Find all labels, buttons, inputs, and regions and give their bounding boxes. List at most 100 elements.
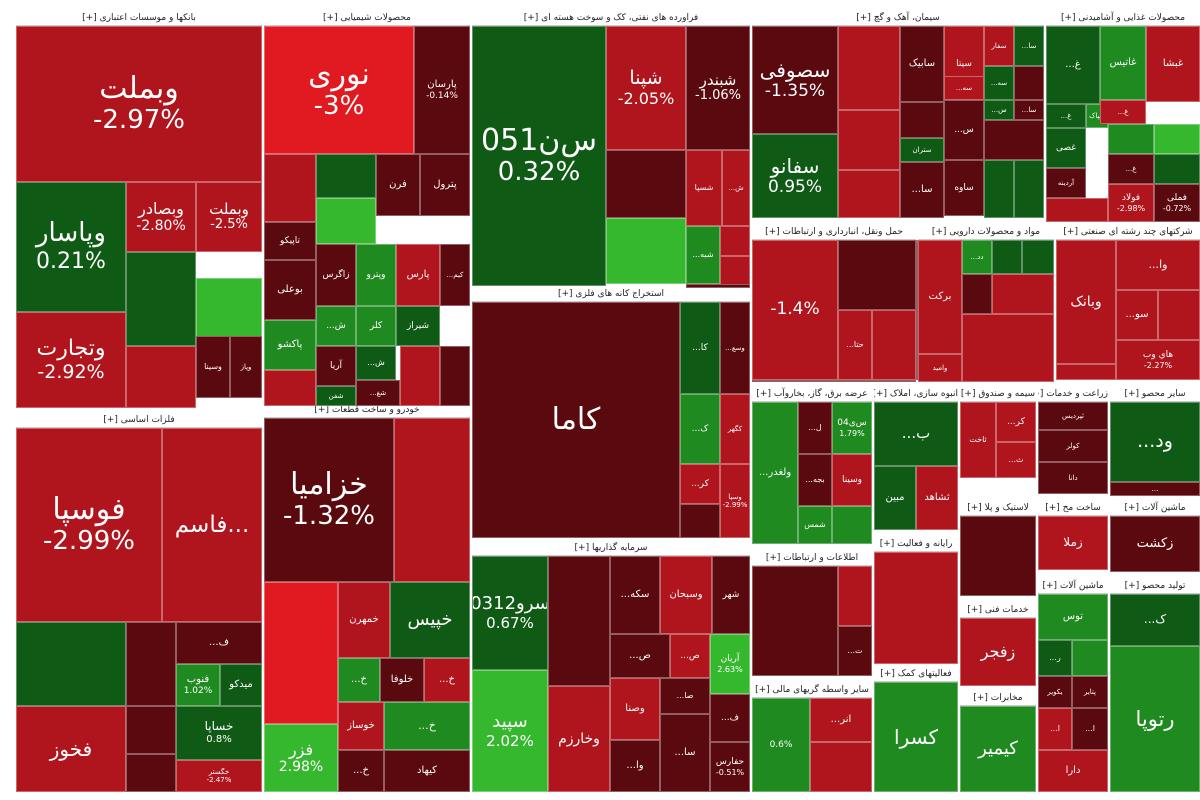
stock-tile[interactable]: ...سه <box>984 66 1014 100</box>
sector-header[interactable]: محصولات غذایی و آشامیدنی [+] <box>1046 10 1200 26</box>
stock-tile[interactable]: ...کا <box>680 302 720 394</box>
stock-tile[interactable] <box>838 566 872 626</box>
stock-tile[interactable] <box>686 284 750 288</box>
stock-tile[interactable]: ...دد <box>962 240 992 274</box>
stock-tile[interactable]: ...سا <box>660 714 710 792</box>
stock-tile[interactable]: ثشاهد <box>916 466 958 530</box>
stock-tile[interactable] <box>838 110 900 170</box>
stock-tile[interactable]: خوساز <box>338 702 384 750</box>
stock-tile[interactable]: ...ف <box>710 694 750 742</box>
sector-header[interactable]: رایانه و فعالیت [+] <box>874 536 958 552</box>
stock-tile[interactable]: برکت <box>918 240 962 354</box>
stock-tile[interactable]: فوسپا -2.99% <box>16 428 162 622</box>
stock-tile[interactable] <box>752 566 838 676</box>
stock-tile[interactable]: کگهر <box>720 394 750 464</box>
stock-tile[interactable]: ...ث <box>996 442 1036 478</box>
stock-tile[interactable] <box>264 154 316 222</box>
stock-tile[interactable] <box>992 274 1054 314</box>
stock-tile[interactable] <box>126 252 196 346</box>
stock-tile[interactable] <box>720 226 750 256</box>
stock-tile[interactable]: آردینه <box>1046 168 1086 198</box>
stock-tile[interactable] <box>962 274 992 314</box>
sector-header[interactable]: فراورده های نفتی، کک و سوخت هسته ای [+] <box>472 10 750 26</box>
stock-tile[interactable]: وخارزم <box>548 686 610 792</box>
stock-tile[interactable]: هجرت <box>752 380 916 382</box>
stock-tile[interactable]: ...خ <box>338 750 384 792</box>
stock-tile[interactable]: سابیک <box>900 26 944 102</box>
stock-tile[interactable]: ...سا <box>1014 26 1044 66</box>
stock-tile[interactable]: وپاسار 0.21% <box>16 182 126 312</box>
stock-tile[interactable]: میدکو <box>220 664 262 706</box>
stock-tile[interactable] <box>264 370 316 406</box>
stock-tile[interactable]: زاگرس <box>316 244 356 306</box>
stock-tile[interactable]: مبین <box>874 466 916 530</box>
stock-tile[interactable]: زفجر <box>960 618 1036 686</box>
stock-tile[interactable]: ...وا <box>1116 240 1200 290</box>
stock-tile[interactable]: غصی <box>1046 128 1086 168</box>
stock-tile[interactable]: رتوپا <box>1110 646 1200 792</box>
stock-tile[interactable] <box>440 346 470 406</box>
stock-tile[interactable] <box>126 754 176 792</box>
stock-tile[interactable]: وبملت -2.5% <box>196 182 262 252</box>
stock-tile[interactable]: شبندر -1.06% <box>686 26 750 150</box>
stock-tile[interactable]: دفارا <box>916 240 918 242</box>
stock-tile[interactable]: ...سو <box>1116 290 1158 340</box>
stock-tile[interactable]: ...وسع <box>720 302 750 394</box>
stock-tile[interactable]: خساپا 0.8% <box>176 706 262 760</box>
stock-tile[interactable]: 0.6% <box>752 698 810 792</box>
stock-tile[interactable] <box>606 218 686 284</box>
stock-tile[interactable] <box>874 552 958 664</box>
stock-tile[interactable]: خزامیا -1.32% <box>264 418 394 582</box>
stock-tile[interactable] <box>984 120 1044 160</box>
stock-tile[interactable]: ...خ <box>384 702 470 750</box>
sector-header[interactable]: فعالیتهای کمک [+] <box>874 666 958 682</box>
sector-header[interactable]: شرکتهای چند رشته ای صنعتی [+] <box>1056 224 1200 240</box>
stock-tile[interactable]: ...ک <box>680 394 720 464</box>
stock-tile[interactable]: فرن <box>376 154 420 216</box>
stock-tile[interactable]: غاتیس <box>1100 26 1146 100</box>
stock-tile[interactable]: ستران <box>900 138 944 162</box>
stock-tile[interactable]: ...ص <box>610 634 670 678</box>
stock-tile[interactable]: غبشا <box>1146 26 1200 102</box>
sector-header[interactable]: لاستیک و پلا [+] <box>960 500 1036 516</box>
stock-tile[interactable]: شمس <box>798 506 832 544</box>
stock-tile[interactable]: ...ف <box>176 622 262 664</box>
stock-tile[interactable]: ...انر <box>810 698 872 742</box>
stock-tile[interactable] <box>1108 124 1154 154</box>
sector-header[interactable]: ماشین آلات [+] <box>1110 500 1200 516</box>
stock-tile[interactable]: ...غ <box>1046 26 1100 104</box>
stock-tile[interactable]: آریان 2.63% <box>710 634 750 694</box>
stock-tile[interactable]: ...کر <box>680 464 720 504</box>
stock-tile[interactable]: وصنا <box>610 678 660 740</box>
stock-tile[interactable]: وسینا <box>832 454 872 506</box>
stock-tile[interactable]: ...ش <box>316 306 356 346</box>
stock-tile[interactable]: وبانک <box>1056 240 1116 364</box>
stock-tile[interactable]: پارسان -0.14% <box>414 26 470 154</box>
stock-tile[interactable]: ...صا <box>660 678 710 714</box>
stock-tile[interactable] <box>400 346 440 406</box>
sector-header[interactable]: اطلاعات و ارتباطات [+] <box>752 550 872 566</box>
stock-tile[interactable]: شفن <box>316 386 356 406</box>
stock-tile[interactable]: نوری -3% <box>264 26 414 154</box>
stock-tile[interactable] <box>720 256 750 286</box>
stock-tile[interactable]: فنوب 1.02% <box>176 664 220 706</box>
stock-tile[interactable] <box>1022 240 1054 274</box>
stock-tile[interactable]: ...سکه <box>610 556 660 634</box>
sector-header[interactable]: محصولات شیمیایی [+] <box>264 10 470 26</box>
stock-tile[interactable]: ...ص <box>670 634 710 678</box>
stock-tile[interactable] <box>606 150 686 218</box>
sector-header[interactable]: سیمان، آهک و گچ [+] <box>752 10 1044 26</box>
sector-header[interactable]: انبوه سازی، املاک [+] <box>874 386 958 402</box>
stock-tile[interactable]: ...شغ <box>356 380 400 406</box>
stock-tile[interactable]: س‌ی‌04 1.79% <box>832 402 872 454</box>
stock-tile[interactable]: کولر <box>1038 430 1108 462</box>
stock-tile[interactable] <box>872 310 916 380</box>
stock-tile[interactable]: ...سه <box>944 76 984 100</box>
stock-tile[interactable]: فخوز <box>16 706 126 792</box>
stock-tile[interactable]: ...ب <box>874 402 958 466</box>
stock-tile[interactable] <box>1014 66 1044 100</box>
stock-tile[interactable] <box>316 198 376 244</box>
stock-tile[interactable] <box>838 170 900 218</box>
stock-tile[interactable]: فزر 2.98% <box>264 724 338 792</box>
stock-tile[interactable] <box>838 240 916 310</box>
